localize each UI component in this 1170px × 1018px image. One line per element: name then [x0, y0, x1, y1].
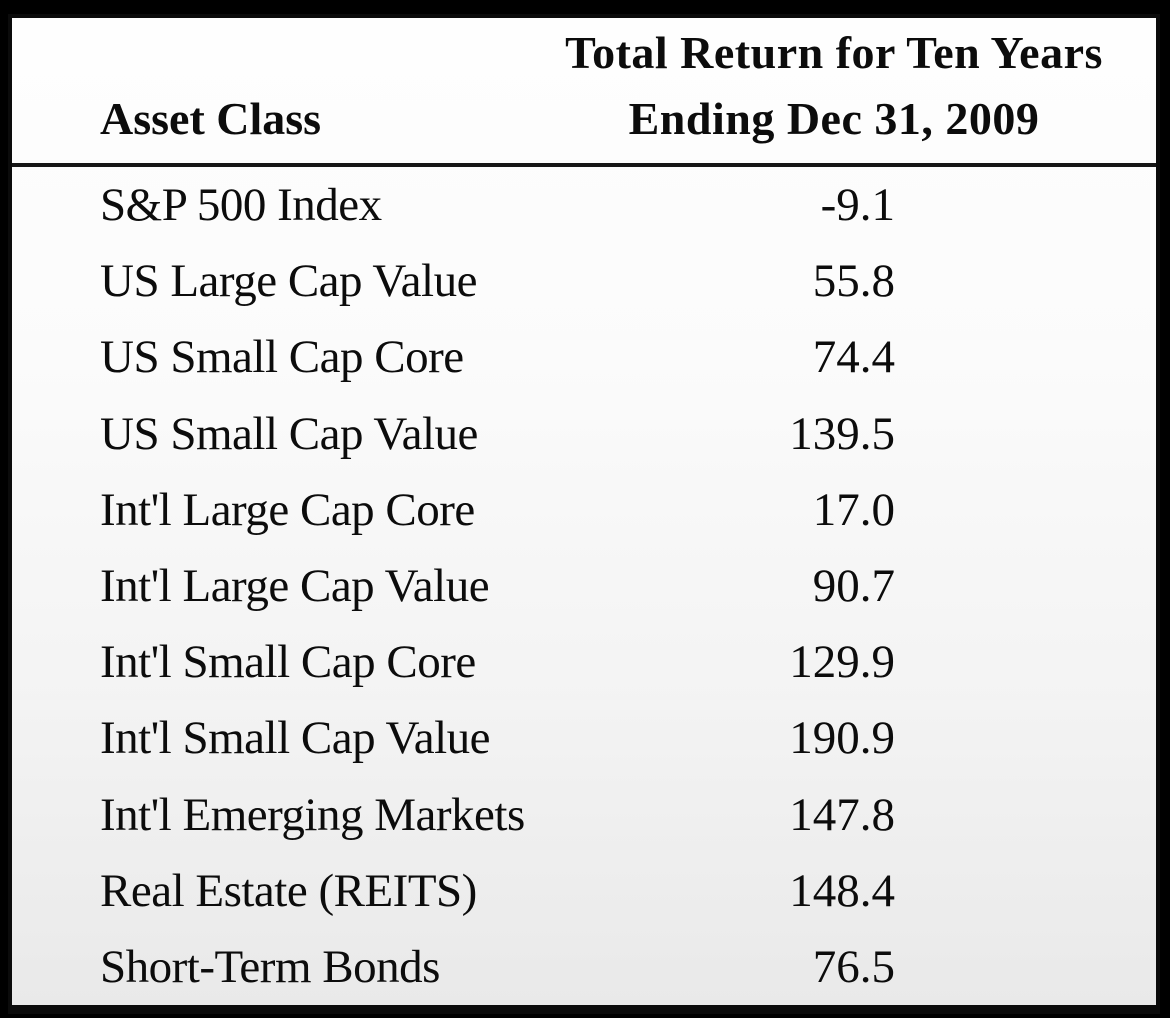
table-row: Int'l Small Cap Value 190.9 [12, 700, 1156, 776]
table-row: Int'l Emerging Markets 147.8 [12, 777, 1156, 853]
return-value-cell: 17.0 [812, 483, 895, 536]
table-row: US Small Cap Value 139.5 [12, 396, 1156, 472]
asset-class-cell: Int'l Large Cap Value [100, 560, 490, 613]
asset-class-cell: Int'l Emerging Markets [100, 788, 525, 841]
asset-class-cell: US Large Cap Value [100, 255, 477, 308]
asset-class-column-header: Asset Class [100, 93, 322, 144]
return-value-cell: 76.5 [812, 940, 895, 993]
return-value-cell: 90.7 [812, 560, 895, 613]
asset-class-cell: Int'l Small Cap Value [100, 712, 491, 765]
table-row: S&P 500 Index -9.1 [12, 167, 1156, 243]
table-row: Int'l Large Cap Core 17.0 [12, 472, 1156, 548]
table-row: US Small Cap Core 74.4 [12, 319, 1156, 395]
return-value-cell: 148.4 [789, 864, 895, 917]
asset-class-cell: Real Estate (REITS) [100, 864, 477, 917]
asset-class-cell: Int'l Small Cap Core [100, 636, 476, 689]
return-value-cell: 190.9 [789, 712, 895, 765]
asset-class-cell: Int'l Large Cap Core [100, 483, 475, 536]
return-column-header: Total Return for Ten Years Ending Dec 31… [512, 20, 1156, 152]
table-row: Int'l Small Cap Core 129.9 [12, 624, 1156, 700]
return-column-header-line2: Ending Dec 31, 2009 [628, 93, 1040, 144]
table-body: S&P 500 Index -9.1 US Large Cap Value 55… [12, 167, 1156, 1005]
table-row: Short-Term Bonds 76.5 [12, 929, 1156, 1005]
asset-class-cell: US Small Cap Core [100, 331, 464, 384]
asset-class-cell: Short-Term Bonds [100, 940, 440, 993]
return-value-cell: 74.4 [812, 331, 895, 384]
header-divider [12, 163, 1156, 167]
table-row: US Large Cap Value 55.8 [12, 243, 1156, 319]
table-header: Total Return for Ten Years Ending Dec 31… [12, 18, 1156, 163]
return-value-cell: 129.9 [789, 636, 895, 689]
table-row: Int'l Large Cap Value 90.7 [12, 548, 1156, 624]
returns-table: Total Return for Ten Years Ending Dec 31… [8, 14, 1160, 1014]
return-column-header-line1: Total Return for Ten Years [565, 27, 1103, 78]
asset-class-cell: S&P 500 Index [100, 179, 382, 232]
table-row: Real Estate (REITS) 148.4 [12, 853, 1156, 929]
return-value-cell: 139.5 [789, 407, 895, 460]
return-value-cell: 55.8 [812, 255, 895, 308]
return-value-cell: 147.8 [789, 788, 895, 841]
asset-class-cell: US Small Cap Value [100, 407, 478, 460]
return-value-cell: -9.1 [820, 179, 895, 232]
